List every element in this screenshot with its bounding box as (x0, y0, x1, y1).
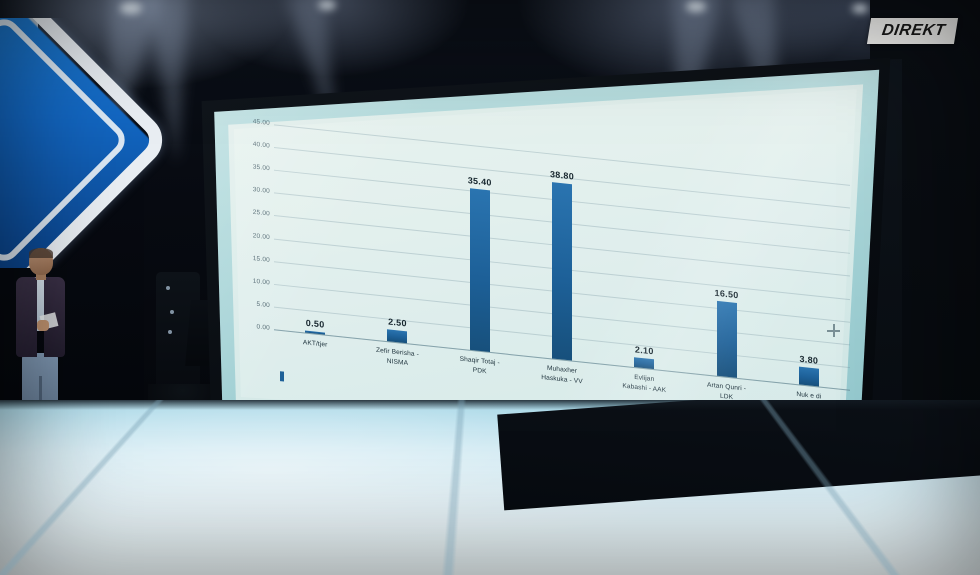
chart-x-label: Shaqir Totaj - PDK (459, 355, 500, 375)
rig-highlight (168, 330, 172, 334)
presenter-neck (36, 272, 46, 280)
chart-y-tick-label: 45.00 (252, 118, 270, 127)
chart-y-tick-label: 40.00 (252, 140, 270, 150)
chart-y-tick-label: 30.00 (252, 186, 270, 196)
chart-bar (387, 329, 408, 344)
light-source (686, 1, 706, 12)
chart-y-tick-label: 25.00 (252, 209, 270, 218)
live-badge-label: DIREKT (880, 22, 947, 39)
chart-bar-value: 38.80 (549, 168, 575, 182)
rig-highlight (166, 286, 170, 290)
chart-x-label: AKT/tjer (302, 339, 328, 349)
stage-edge (0, 400, 980, 410)
chart-bar (634, 357, 655, 370)
presenter-hair (29, 248, 53, 258)
light-source (318, 0, 336, 10)
light-source (120, 2, 142, 14)
studio-floor (0, 400, 980, 575)
rig-highlight (170, 310, 174, 314)
chart-bar-value: 2.10 (634, 344, 654, 357)
chart-bar-value: 2.50 (388, 317, 407, 329)
slide-border (233, 89, 857, 440)
chart-y-tick-label: 10.00 (252, 277, 270, 287)
chart-legend-swatch (280, 371, 284, 382)
live-badge: DIREKT (866, 18, 959, 44)
chart-x-label: Zefir Berisha - NISMA (375, 346, 419, 367)
studio-chevron-set-piece (0, 18, 190, 268)
chart-x-label: Evlijan Kabashi - AAK (622, 373, 667, 394)
chart-bar (469, 188, 490, 352)
slide-canvas (228, 84, 864, 446)
chart-y-tick-label: 0.00 (256, 323, 270, 332)
chart-y-tick-label: 20.00 (252, 232, 270, 241)
chart-y-tick-label: 5.00 (256, 300, 270, 310)
light-source (852, 4, 868, 13)
chart-bar (716, 300, 737, 378)
chart-bar (798, 367, 819, 387)
screen-crosshair-icon (827, 324, 840, 337)
chart-y-tick-label: 35.00 (252, 163, 270, 173)
chart-x-label: Muhaxher Haskuka - VV (541, 364, 583, 385)
presenter-hand (37, 320, 49, 331)
chart-bar (552, 181, 572, 361)
chart-bar-value: 35.40 (467, 175, 492, 188)
chart-bar-value: 3.80 (799, 354, 819, 367)
chart-bar-value: 0.50 (305, 317, 325, 330)
chart-y-tick-label: 15.00 (252, 254, 270, 264)
presenter-jacket-left (16, 277, 37, 357)
